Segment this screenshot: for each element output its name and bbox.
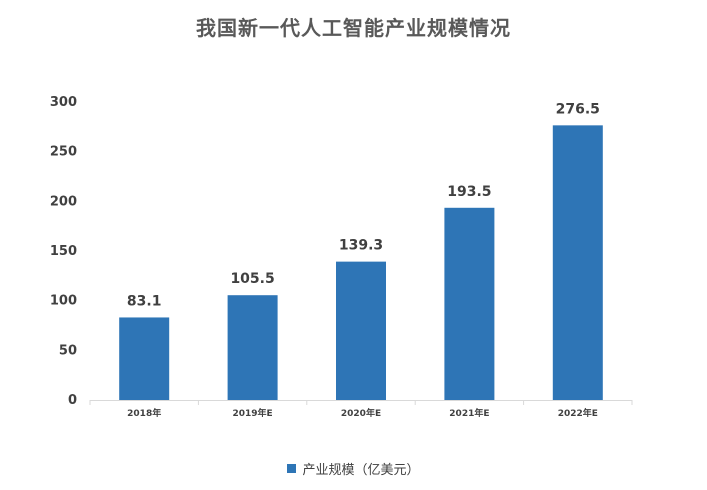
- y-tick-label: 50: [59, 343, 77, 358]
- data-labels-group: 83.1 105.5 139.3 193.5 276.5: [127, 101, 600, 309]
- chart-title: 我国新一代人工智能产业规模情况: [196, 16, 511, 40]
- data-label: 193.5: [447, 184, 491, 200]
- bar: [227, 295, 278, 400]
- y-tick-label: 200: [50, 194, 77, 209]
- x-tick-label: 2021年E: [449, 407, 489, 419]
- x-tick-label: 2019年E: [232, 407, 272, 419]
- x-axis-ticks: 2018年 2019年E 2020年E 2021年E 2022年E: [89, 400, 633, 419]
- data-label: 276.5: [556, 101, 600, 117]
- bar: [444, 207, 495, 400]
- x-tick-label: 2018年: [127, 407, 161, 419]
- x-tick-label: 2022年E: [558, 407, 598, 419]
- data-label: 139.3: [339, 238, 383, 254]
- bar: [119, 317, 170, 400]
- y-tick-label: 150: [50, 244, 77, 259]
- y-tick-label: 100: [50, 294, 77, 309]
- y-tick-label: 250: [50, 145, 77, 160]
- y-axis-ticks: 0 50 100 150 200 250 300: [50, 95, 77, 408]
- bar: [552, 125, 603, 401]
- data-label: 83.1: [127, 293, 162, 309]
- data-label: 105.5: [230, 271, 274, 287]
- x-tick-label: 2020年E: [341, 407, 381, 419]
- y-tick-label: 300: [50, 95, 77, 110]
- legend-label: 产业规模（亿美元）: [302, 463, 420, 478]
- legend-swatch: [287, 464, 297, 473]
- bars-group: [119, 125, 603, 401]
- legend: 产业规模（亿美元）: [0, 459, 707, 478]
- bar: [336, 261, 386, 400]
- y-tick-label: 0: [68, 393, 77, 408]
